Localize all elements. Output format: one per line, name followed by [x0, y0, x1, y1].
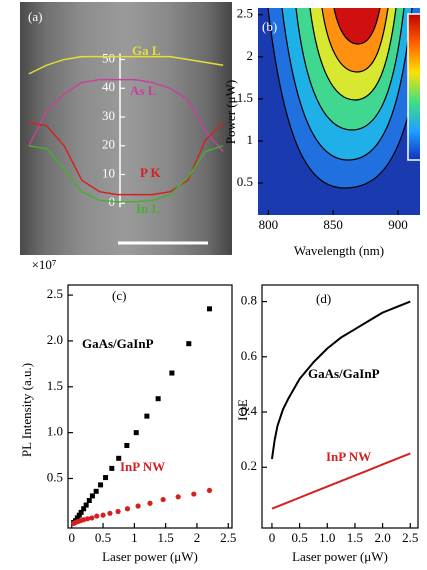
y-tick-label: 40: [102, 79, 115, 94]
point: [85, 516, 90, 521]
point: [124, 443, 129, 448]
x-tick-label: 1.5: [347, 530, 363, 545]
point: [100, 513, 105, 518]
y-tick-label: 0.5: [237, 174, 253, 189]
x-tick-label: 900: [388, 217, 408, 232]
x-axis-label: Laser power (μW): [292, 549, 388, 564]
x-tick-label: 1: [131, 530, 138, 545]
point: [144, 414, 149, 419]
point: [87, 498, 92, 503]
y-tick-label: 0.8: [241, 293, 257, 308]
point: [191, 491, 196, 496]
colorbar: [408, 14, 422, 160]
point: [156, 396, 161, 401]
x-tick-label: 0.5: [291, 530, 307, 545]
y-multiplier: ×10⁷: [32, 257, 57, 272]
series-label: GaAs/GaInP: [82, 336, 154, 351]
x-axis-label: Wavelength (nm): [294, 243, 384, 258]
x-tick-label: 2.5: [220, 530, 236, 545]
x-tick-label: 2.5: [402, 530, 418, 545]
point: [98, 482, 103, 487]
x-tick-label: 0: [269, 530, 276, 545]
y-tick-label: 2: [247, 48, 254, 63]
point: [147, 501, 152, 506]
y-tick-label: 0.6: [241, 348, 258, 363]
point: [115, 509, 120, 514]
y-tick-label: 1: [247, 132, 254, 147]
y-tick-label: 1.5: [237, 90, 253, 105]
y-axis-label: IQE: [235, 399, 250, 421]
y-tick-label: 30: [102, 108, 115, 123]
point: [136, 503, 141, 508]
point: [134, 430, 139, 435]
point: [169, 371, 174, 376]
point: [161, 497, 166, 502]
x-tick-label: 1.0: [319, 530, 335, 545]
y-tick-label: 0.2: [241, 458, 257, 473]
point: [109, 466, 114, 471]
point: [125, 506, 130, 511]
series-label: P K: [140, 165, 161, 180]
x-tick-label: 800: [259, 217, 279, 232]
x-tick-label: 850: [323, 217, 343, 232]
series-label: As L: [130, 83, 157, 98]
x-tick-label: 0: [69, 530, 76, 545]
series-label: In L: [136, 201, 161, 216]
point: [90, 493, 95, 498]
y-tick-label: 10: [102, 165, 115, 180]
y-tick-label: 2.5: [237, 6, 253, 21]
y-tick-label: 2.0: [47, 332, 63, 347]
point: [103, 475, 108, 480]
y-axis-label: PL Intensity (a.u.): [19, 363, 34, 457]
point: [186, 341, 191, 346]
series-label: InP NW: [326, 449, 371, 464]
point: [207, 488, 212, 493]
point: [207, 306, 212, 311]
series-label: InP NW: [120, 459, 165, 474]
point: [84, 503, 89, 508]
y-tick-label: 0.5: [47, 469, 63, 484]
x-tick-label: 0.5: [95, 530, 111, 545]
page: 01020304050(a)Ga LAs LP KIn L0.511.522.5…: [0, 0, 427, 570]
micrograph-shade: [20, 2, 232, 255]
panel-label: (b): [262, 19, 277, 34]
y-tick-label: 1.0: [47, 424, 63, 439]
point: [94, 513, 99, 518]
panel-label: (c): [112, 288, 126, 303]
x-tick-label: 2.0: [374, 530, 390, 545]
point: [89, 515, 94, 520]
point: [176, 494, 181, 499]
y-tick-label: 2.5: [47, 286, 63, 301]
panel-label: (a): [28, 9, 42, 24]
series-label: Ga L: [132, 43, 161, 58]
y-tick-label: 20: [102, 137, 115, 152]
x-tick-label: 1.5: [158, 530, 174, 545]
series-label: GaAs/GaInP: [308, 366, 380, 381]
panel-label: (d): [316, 291, 331, 306]
point: [94, 489, 99, 494]
point: [107, 511, 112, 516]
figure: 01020304050(a)Ga LAs LP KIn L0.511.522.5…: [0, 0, 427, 570]
y-tick-label: 1.5: [47, 378, 63, 393]
x-tick-label: 2: [194, 530, 201, 545]
y-axis-label: Power (μW): [223, 80, 238, 144]
x-axis-label: Laser power (μW): [102, 549, 198, 564]
y-tick-label: 50: [102, 50, 115, 65]
contour-map: [258, 8, 422, 215]
